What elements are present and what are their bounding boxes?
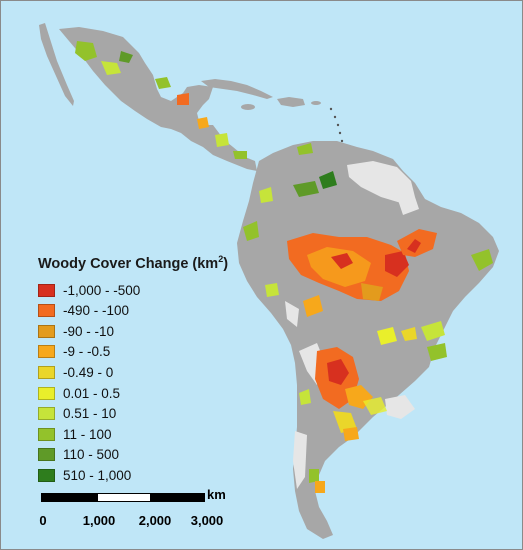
jamaica (241, 104, 255, 110)
legend: Woody Cover Change (km2) -1,000 - -500 -… (38, 254, 268, 486)
legend-label: 0.01 - 0.5 (63, 385, 121, 401)
legend-swatch (38, 386, 55, 400)
scale-tick: 3,000 (190, 513, 224, 528)
legend-item: 510 - 1,000 (38, 465, 268, 486)
legend-label: -1,000 - -500 (63, 282, 141, 298)
legend-item: -9 - -0.5 (38, 342, 268, 363)
puerto-rico (311, 101, 321, 105)
legend-item: 0.01 - 0.5 (38, 383, 268, 404)
legend-swatch (38, 468, 55, 482)
legend-swatch (38, 427, 55, 441)
legend-label: -490 - -100 (63, 303, 130, 319)
scale-segment-black (151, 493, 205, 502)
scale-tick: 0 (39, 513, 47, 528)
legend-items: -1,000 - -500 -490 - -100 -90 - -10 -9 -… (38, 280, 268, 486)
cuba (201, 79, 273, 99)
legend-swatch (38, 304, 55, 318)
scale-tick: 1,000 (82, 513, 116, 528)
legend-swatch (38, 283, 55, 297)
legend-label: 110 - 500 (63, 447, 120, 463)
gran-chaco-hotspot (315, 347, 387, 433)
legend-swatch (38, 324, 55, 338)
legend-label: -9 - -0.5 (63, 344, 111, 360)
amapa-no-data (397, 197, 419, 215)
legend-title-text: Woody Cover Change (km (38, 255, 219, 272)
legend-item: -90 - -10 (38, 321, 268, 342)
amazon-hotspot (287, 229, 437, 301)
legend-title-close: ) (223, 255, 229, 272)
lesser-antilles (329, 107, 344, 143)
legend-label: 11 - 100 (63, 426, 112, 442)
guianas-no-data (347, 161, 415, 203)
regrowth-patches (75, 41, 493, 493)
scale-tick: 2,000 (138, 513, 172, 528)
legend-item: -1,000 - -500 (38, 280, 268, 301)
legend-swatch (38, 345, 55, 359)
legend-label: -90 - -10 (63, 323, 115, 339)
baja-california (39, 23, 74, 106)
legend-title-superscript: 2 (218, 254, 224, 264)
hispaniola (277, 97, 305, 107)
peru-coast-no-data (285, 301, 299, 327)
legend-item: 110 - 500 (38, 445, 268, 466)
scale-segment-white (97, 493, 151, 502)
legend-swatch (38, 448, 55, 462)
legend-item: 11 - 100 (38, 424, 268, 445)
scale-unit: km (207, 487, 226, 502)
legend-item: -490 - -100 (38, 300, 268, 321)
chile-no-data (293, 431, 307, 489)
legend-swatch (38, 366, 55, 379)
legend-swatch (38, 407, 55, 421)
legend-item: -0.49 - 0 (38, 362, 268, 383)
legend-label: 510 - 1,000 (63, 467, 132, 483)
scale-segment-black (41, 493, 97, 502)
legend-item: 0.51 - 10 (38, 403, 268, 424)
legend-label: 0.51 - 10 (63, 406, 117, 422)
legend-label: -0.49 - 0 (63, 365, 114, 380)
legend-title: Woody Cover Change (km2) (38, 254, 268, 272)
uruguay-no-data (385, 395, 415, 419)
